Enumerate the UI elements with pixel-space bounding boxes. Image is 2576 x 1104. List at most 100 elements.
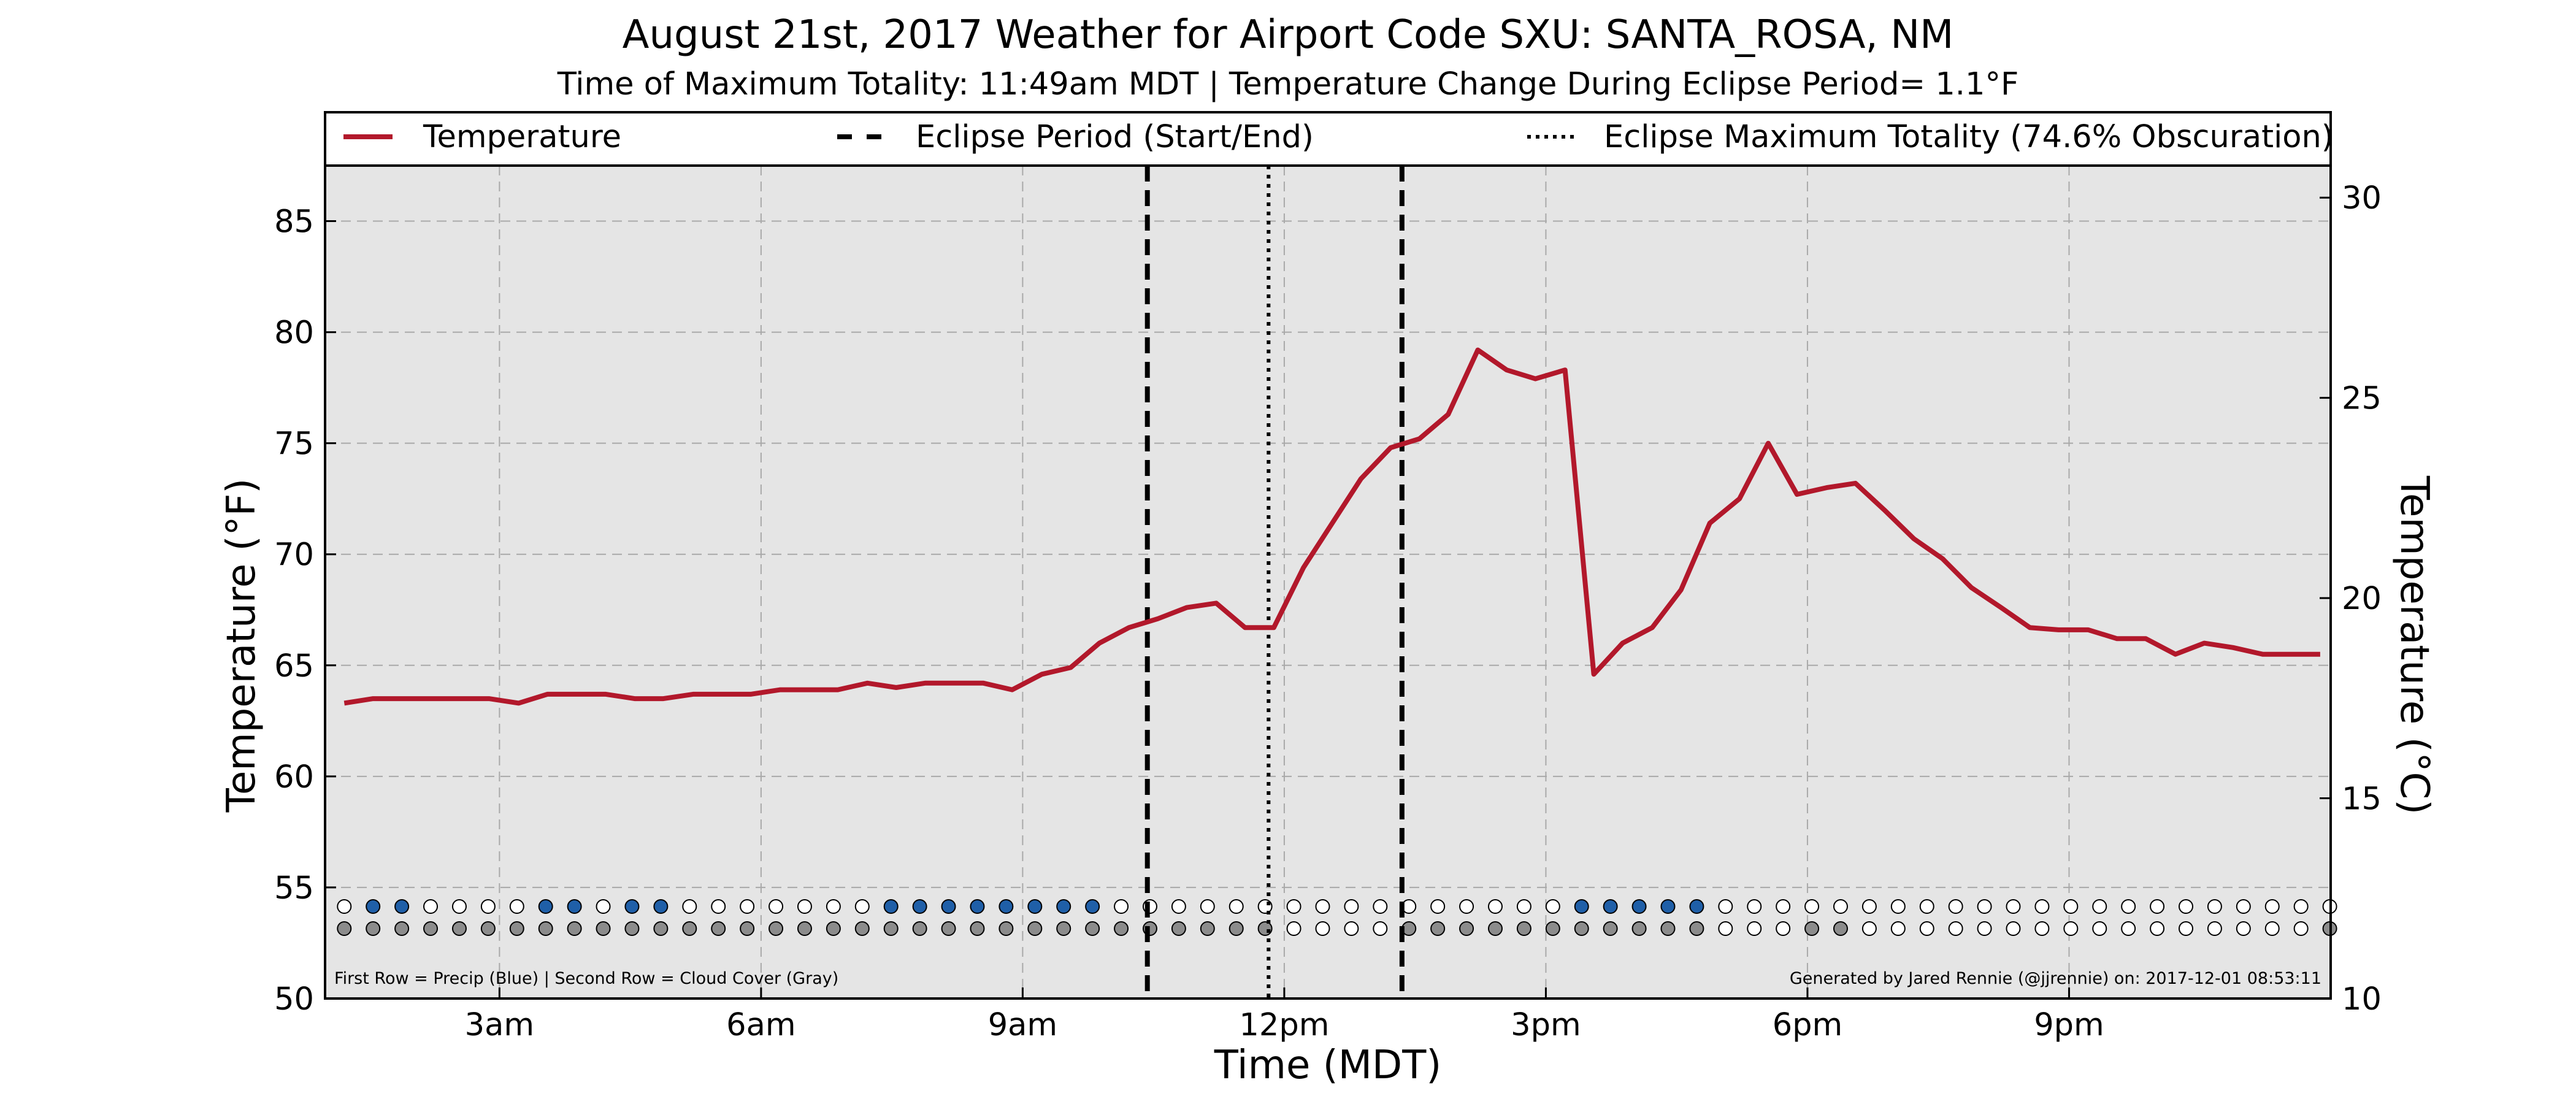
precip-marker xyxy=(366,899,381,914)
cloud-cover-marker xyxy=(1171,921,1186,936)
y-tick-label: 70 xyxy=(274,537,314,573)
cloud-cover-marker xyxy=(769,921,784,936)
y-tick-label: 55 xyxy=(274,870,314,907)
cloud-cover-marker xyxy=(451,921,467,936)
precip-marker xyxy=(1459,899,1474,914)
precip-marker xyxy=(1200,899,1215,914)
cloud-cover-marker xyxy=(2293,921,2309,936)
precip-marker xyxy=(2236,899,2251,914)
cloud-cover-marker xyxy=(1574,921,1589,936)
cloud-cover-marker xyxy=(2264,921,2280,936)
precip-marker xyxy=(1171,899,1186,914)
cloud-cover-marker xyxy=(1948,921,1963,936)
precip-marker xyxy=(451,899,467,914)
precip-marker xyxy=(1516,899,1531,914)
precip-marker xyxy=(2121,899,2136,914)
cloud-cover-marker xyxy=(1977,921,1992,936)
cloud-cover-marker xyxy=(423,921,439,936)
precip-marker xyxy=(999,899,1014,914)
cloud-cover-marker xyxy=(1056,921,1071,936)
precip-marker xyxy=(740,899,755,914)
y-tick-label: 85 xyxy=(274,204,314,240)
cloud-cover-marker xyxy=(653,921,669,936)
precip-marker xyxy=(1574,899,1589,914)
precip-marker xyxy=(1919,899,1934,914)
left-y-axis: 50 55 60 65 70 75 80 85 xyxy=(274,204,336,1018)
cloud-cover-marker xyxy=(1861,921,1877,936)
cloud-cover-marker xyxy=(1315,921,1330,936)
precip-marker xyxy=(1315,899,1330,914)
precip-marker xyxy=(2150,899,2165,914)
precip-marker xyxy=(769,899,784,914)
cloud-cover-marker xyxy=(1257,921,1273,936)
y-tick-label: 60 xyxy=(274,759,314,795)
precip-marker xyxy=(1804,899,1820,914)
cloud-cover-marker xyxy=(1200,921,1215,936)
cloud-cover-marker xyxy=(826,921,841,936)
x-axis: 3am 6am 9am 12pm 3pm 6pm 9pm xyxy=(465,987,2104,1043)
cloud-cover-marker xyxy=(941,921,956,936)
precip-marker xyxy=(1747,899,1762,914)
precip-cloud-markers xyxy=(337,899,2337,936)
cloud-cover-marker xyxy=(1747,921,1762,936)
cloud-cover-marker xyxy=(1229,921,1244,936)
cloud-cover-marker xyxy=(912,921,927,936)
cloud-cover-marker xyxy=(740,921,755,936)
precip-marker xyxy=(653,899,669,914)
chart-title: August 21st, 2017 Weather for Airport Co… xyxy=(622,12,1954,58)
precip-marker xyxy=(970,899,985,914)
precip-marker xyxy=(1977,899,1992,914)
precip-marker xyxy=(883,899,899,914)
precip-marker xyxy=(2264,899,2280,914)
cloud-cover-marker xyxy=(1344,921,1359,936)
y-axis-right-label: Temperature (°C) xyxy=(2391,475,2437,815)
x-tick-label: 6pm xyxy=(1773,1007,1843,1043)
legend-box xyxy=(324,111,2332,167)
precip-marker xyxy=(394,899,410,914)
y-tick-label: 75 xyxy=(274,426,314,462)
precip-marker xyxy=(1229,899,1244,914)
precip-marker xyxy=(1689,899,1704,914)
cloud-cover-marker xyxy=(883,921,899,936)
precip-marker xyxy=(480,899,496,914)
precip-marker xyxy=(826,899,841,914)
precip-marker xyxy=(1085,899,1100,914)
precip-marker xyxy=(538,899,553,914)
cloud-cover-marker xyxy=(1718,921,1733,936)
y-right-tick-label: 30 xyxy=(2342,180,2382,217)
cloud-cover-marker xyxy=(682,921,697,936)
precip-marker xyxy=(1430,899,1446,914)
cloud-cover-marker xyxy=(1890,921,1906,936)
precip-marker xyxy=(1833,899,1848,914)
footnote-right: Generated by Jared Rennie (@jjrennie) on… xyxy=(1790,969,2321,988)
cloud-cover-marker xyxy=(596,921,611,936)
cloud-cover-marker xyxy=(2236,921,2251,936)
precip-marker xyxy=(2207,899,2222,914)
y-right-tick-label: 10 xyxy=(2342,981,2382,1018)
cloud-cover-marker xyxy=(999,921,1014,936)
cloud-cover-marker xyxy=(854,921,870,936)
cloud-cover-marker xyxy=(1516,921,1531,936)
y-tick-label: 80 xyxy=(274,315,314,351)
cloud-cover-marker xyxy=(1689,921,1704,936)
precip-marker xyxy=(596,899,611,914)
y-tick-label: 65 xyxy=(274,648,314,684)
precip-marker xyxy=(912,899,927,914)
footnote-left: First Row = Precip (Blue) | Second Row =… xyxy=(334,969,838,988)
precip-marker xyxy=(2178,899,2193,914)
cloud-cover-marker xyxy=(1459,921,1474,936)
precip-marker xyxy=(1286,899,1301,914)
cloud-cover-marker xyxy=(1545,921,1560,936)
precip-marker xyxy=(711,899,726,914)
cloud-cover-marker xyxy=(2092,921,2107,936)
chart-subtitle: Time of Maximum Totality: 11:49am MDT | … xyxy=(557,66,2019,102)
cloud-cover-marker xyxy=(1660,921,1676,936)
cloud-cover-marker xyxy=(1631,921,1647,936)
legend: Temperature Eclipse Period (Start/End) E… xyxy=(324,111,2334,167)
precip-marker xyxy=(1660,899,1676,914)
precip-marker xyxy=(1861,899,1877,914)
precip-marker xyxy=(2063,899,2079,914)
cloud-cover-marker xyxy=(1373,921,1388,936)
cloud-cover-marker xyxy=(624,921,640,936)
